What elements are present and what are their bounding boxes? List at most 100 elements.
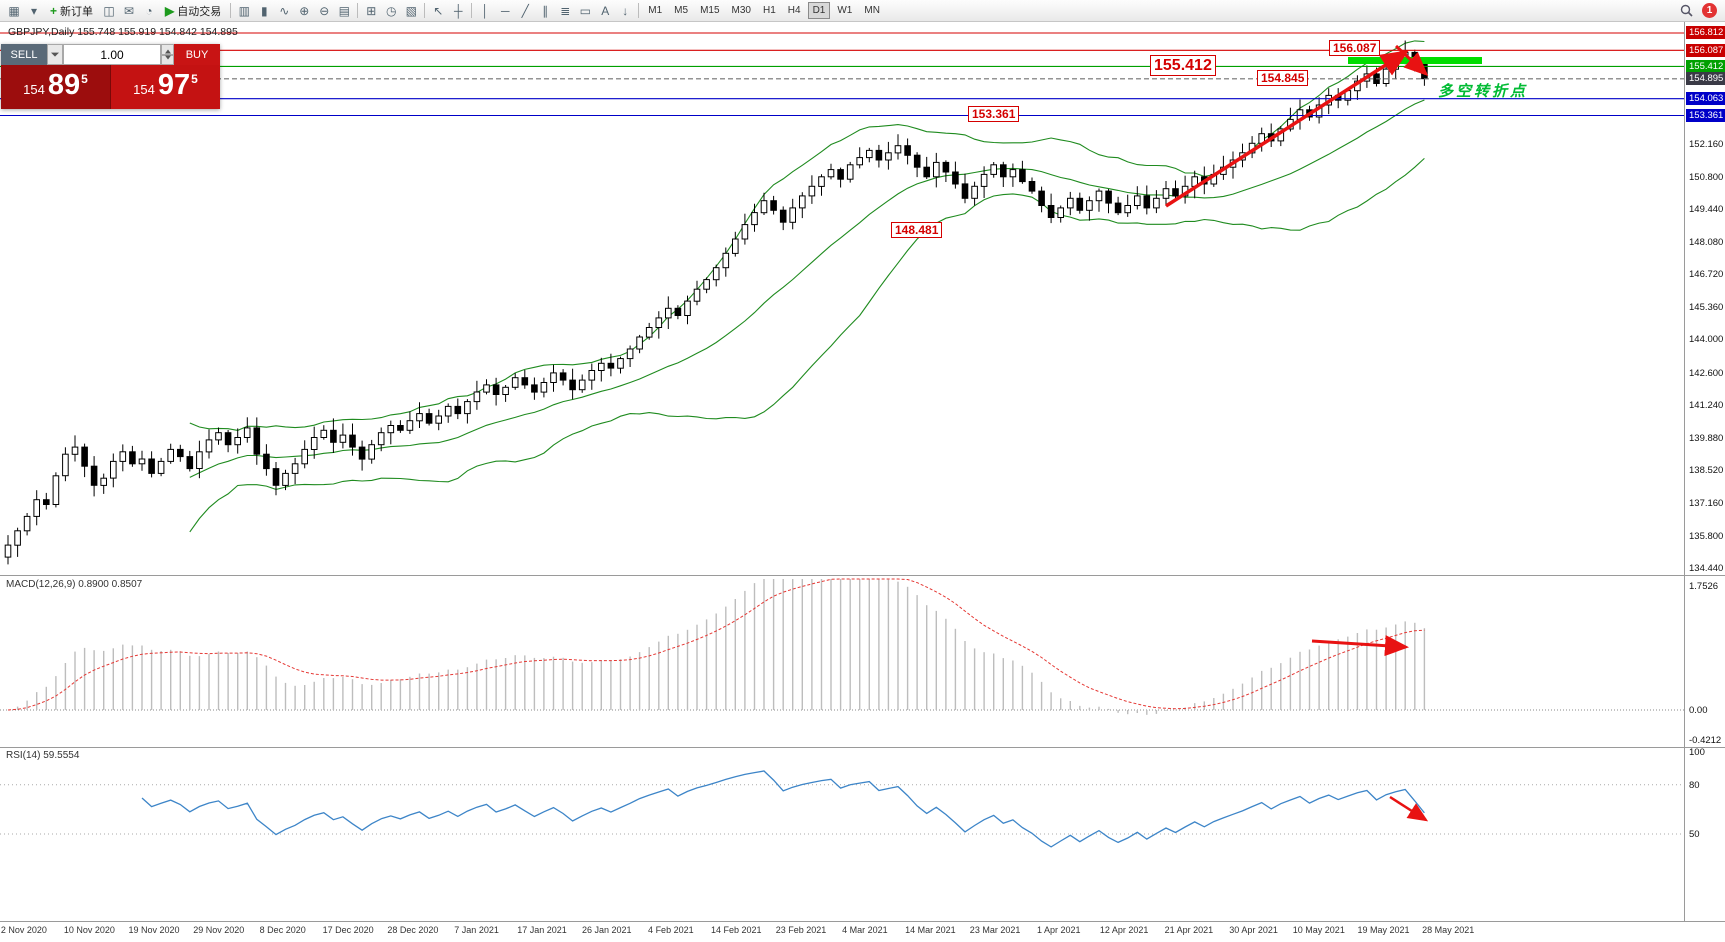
timeframe-w1[interactable]: W1 [837,5,853,16]
text-label-icon[interactable]: A [601,3,610,18]
spinner-down-icon[interactable] [161,54,174,65]
price-axis-label: 145.360 [1689,301,1724,313]
price-callout[interactable]: 156.087 [1329,40,1381,56]
price-axis-label: 138.520 [1689,465,1724,477]
bar-chart-icon[interactable]: ▥ [238,3,250,18]
autotrading-button[interactable]: ▶ 自动交易 [159,2,227,19]
sell-price-prefix: 154 [23,82,45,97]
date-axis-label: 4 Feb 2021 [648,925,694,935]
price-axis-label: 146.720 [1689,269,1724,281]
date-axis-label: 7 Jan 2021 [454,925,499,935]
template-icon[interactable]: ▧ [405,3,417,18]
period-icon[interactable]: ◷ [386,3,397,18]
buy-price-prefix: 154 [133,82,155,97]
rsi-axis-label: 80 [1689,779,1700,791]
zoom-out-icon[interactable]: ⊖ [319,3,330,18]
buy-price[interactable]: 154 97 5 [110,65,220,109]
line-chart-icon[interactable]: ∿ [279,3,290,18]
mailbox-icon[interactable]: ✉ [123,3,135,18]
one-click-trade-panel: SELL BUY 154 89 5 154 97 5 [1,44,220,109]
red-trend-arrow[interactable] [1311,635,1409,657]
turning-point-label[interactable]: 多空转折点 [1438,83,1529,100]
rsi-axis-label: 50 [1689,829,1700,840]
price-axis-label: 144.000 [1689,334,1724,346]
price-axis-label: 137.160 [1689,498,1724,510]
autotrading-button-label: 自动交易 [177,5,222,18]
date-axis-label: 21 Apr 2021 [1164,925,1214,935]
price-axis-badge: 154.063 [1686,92,1725,106]
price-axis-label: 142.600 [1689,367,1724,379]
tile-windows-icon[interactable]: ▤ [338,3,350,18]
date-axis-label: 14 Mar 2021 [905,925,956,935]
timeframe-m30[interactable]: M30 [731,5,751,16]
price-axis-label: 150.800 [1689,171,1724,183]
sell-price[interactable]: 154 89 5 [1,65,110,109]
crosshair-icon[interactable]: ┼ [453,3,463,18]
timeframe-mn[interactable]: MN [864,5,880,16]
cursor-icon[interactable]: ↖ [433,3,444,18]
price-callout[interactable]: 148.481 [891,222,943,238]
shapes-icon[interactable]: ▭ [579,3,591,18]
timeframe-d1[interactable]: D1 [807,2,831,19]
price-axis-label: 152.160 [1689,139,1724,151]
search-icon[interactable] [1676,2,1696,19]
timeframe-h4[interactable]: H4 [787,5,801,16]
channel-icon[interactable]: ∥ [542,3,549,18]
fibonacci-icon[interactable]: ≣ [560,3,571,18]
toolbar-items: ▦ ▾ + 新订单 ◫ ✉ ◔ ▶ 自动交易 ▥ ▮ ∿ ⊕ ⊖ ▤ ⊞ ◷ ▧ ↖ ┼ │ ─ ╱ ∥ ≣ ▭ A ↓ M1 M5 M15… [4,2,1676,19]
notification-badge[interactable]: 1 [1702,3,1717,18]
rsi-axis-label: 100 [1689,747,1705,758]
annotation-arrows [1165,44,1482,822]
volume-spinner[interactable] [161,44,174,65]
toolbar-separator [471,3,473,18]
red-trend-arrow[interactable] [1394,44,1429,77]
macd-layer [0,578,1684,715]
horizontal-line-icon[interactable]: ─ [500,3,510,18]
price-callout[interactable]: 155.412 [1150,55,1216,76]
new-order-button[interactable]: + 新订单 [44,2,99,19]
date-axis-label: 17 Dec 2020 [322,925,374,935]
buy-button[interactable]: BUY [174,44,220,65]
toolbar-separator [357,3,359,18]
date-axis-label: 28 May 2021 [1422,925,1475,935]
candles-layer [4,40,1428,565]
new-chart-icon[interactable]: ▦ [8,3,20,18]
red-trend-arrow[interactable] [1165,50,1409,208]
candlestick-chart-icon[interactable]: ▮ [260,3,268,18]
timeframe-m15[interactable]: M15 [700,5,720,16]
volume-dropdown-icon[interactable] [47,44,63,65]
red-trend-arrow[interactable] [1389,795,1429,822]
price-callout[interactable]: 153.361 [968,106,1020,122]
sell-price-sup: 5 [81,72,88,86]
price-axis-label: 141.240 [1689,400,1724,412]
chart-list-dropdown-icon[interactable]: ▾ [30,3,38,18]
date-axis-label: 8 Dec 2020 [259,925,306,935]
timeframe-m1[interactable]: M1 [648,5,663,16]
date-axis-label: 29 Nov 2020 [193,925,245,935]
date-axis-label: 30 Apr 2021 [1229,925,1278,935]
arrow-objects-icon[interactable]: ↓ [622,3,629,18]
timeframe-m5[interactable]: M5 [674,5,689,16]
market-watch-icon[interactable]: ◫ [103,3,115,18]
indicators-icon[interactable]: ⊞ [366,3,377,18]
trade-panel-controls: SELL BUY [1,44,220,65]
date-axis-label: 1 Apr 2021 [1036,925,1081,935]
sell-button[interactable]: SELL [1,44,47,65]
price-axis-badge: 156.812 [1686,26,1725,40]
vertical-line-icon[interactable]: │ [481,3,490,18]
timeframe-h1[interactable]: H1 [762,5,776,16]
volume-input[interactable] [64,45,160,64]
history-center-icon[interactable]: ◔ [145,3,153,18]
zoom-in-icon[interactable]: ⊕ [299,3,310,18]
autotrading-button-icon: ▶ [165,3,175,18]
macd-label: MACD(12,26,9) 0.8900 0.8507 [6,579,143,590]
toolbar-separator [424,3,426,18]
date-axis-label: 10 Nov 2020 [63,925,115,935]
spinner-up-icon[interactable] [161,44,174,55]
macd-axis-label: -0.4212 [1689,734,1722,746]
rsi-label: RSI(14) 59.5554 [6,750,80,761]
price-callout[interactable]: 154.845 [1257,70,1309,86]
trendline-icon[interactable]: ╱ [521,3,529,18]
date-axis-label: 12 Apr 2021 [1099,925,1149,935]
